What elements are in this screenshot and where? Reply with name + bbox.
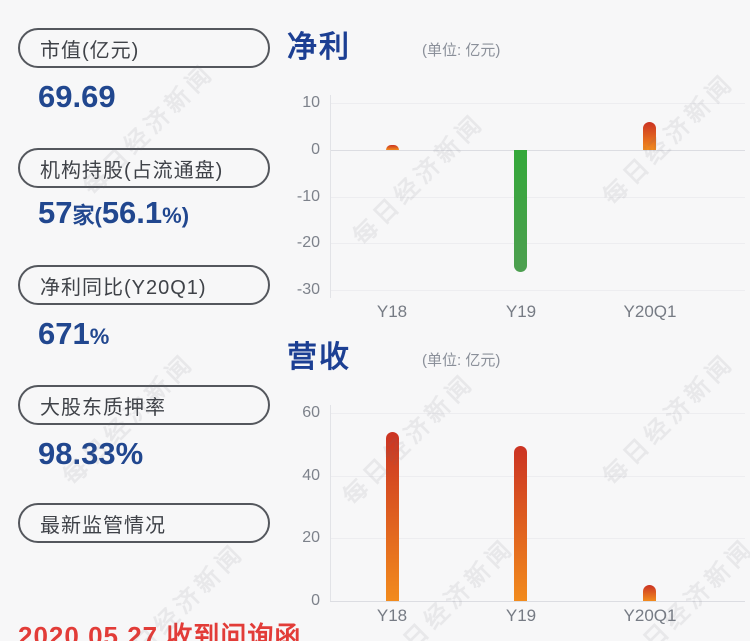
y-tick-label: 20 <box>302 529 320 546</box>
stat-value-institutional-holding: 57家(56.1%) <box>38 197 189 228</box>
stat-value-part: % <box>89 324 110 349</box>
stat-value-part: %) <box>162 203 190 228</box>
stat-pill-market-cap: 市值(亿元) <box>18 28 270 68</box>
stat-label: 市值(亿元) <box>40 39 140 62</box>
stat-label: 大股东质押率 <box>40 396 166 419</box>
stat-label: 净利同比(Y20Q1) <box>40 276 207 299</box>
stat-value-part: 98.33% <box>38 436 144 471</box>
stat-value-part: 69.69 <box>38 79 116 114</box>
x-category-label: Y20Q1 <box>623 302 677 321</box>
stat-pill-pledge-ratio: 大股东质押率 <box>18 385 270 425</box>
bar-y19 <box>514 150 527 272</box>
chart-unit-label: (单位: 亿元) <box>422 42 501 59</box>
x-category-label: Y18 <box>376 302 408 321</box>
x-category-label: Y19 <box>505 606 537 625</box>
x-category-label: Y18 <box>376 606 408 625</box>
gridline <box>330 290 745 291</box>
stat-value-pledge-ratio: 98.33% <box>38 438 143 469</box>
stat-value-part: 57 <box>38 195 73 230</box>
gridline <box>330 243 745 244</box>
gridline <box>330 413 745 414</box>
stat-label: 机构持股(占流通盘) <box>40 159 224 182</box>
y-tick-label: 0 <box>311 592 320 609</box>
y-tick-label: 10 <box>302 94 320 111</box>
bar-y19 <box>514 446 527 601</box>
bar-y20q1 <box>643 122 656 150</box>
stat-pill-institutional-holding: 机构持股(占流通盘) <box>18 148 270 188</box>
y-tick-label: -20 <box>296 234 320 251</box>
y-tick-label: 40 <box>302 467 320 484</box>
stat-label: 最新监管情况 <box>40 514 166 537</box>
stat-value-part: 家( <box>72 203 102 228</box>
regulatory-note: 2020.05.27 收到问询函 <box>18 621 302 641</box>
gridline <box>330 538 745 539</box>
bar-y18 <box>386 432 399 601</box>
x-category-label: Y20Q1 <box>623 606 677 625</box>
stat-value-part: 56.1 <box>101 195 163 230</box>
stat-value-market-cap: 69.69 <box>38 81 116 112</box>
y-tick-label: -30 <box>296 281 320 298</box>
x-category-label: Y19 <box>505 302 537 321</box>
y-tick-label: -10 <box>296 188 320 205</box>
stat-pill-net-profit-yoy: 净利同比(Y20Q1) <box>18 265 270 305</box>
stat-value-net-profit-yoy: 671% <box>38 318 109 349</box>
y-axis-line <box>330 95 331 298</box>
y-tick-label: 0 <box>311 141 320 158</box>
chart-title: 净利 <box>287 31 351 64</box>
bar-y20q1 <box>643 585 656 601</box>
bar-y18 <box>386 145 399 150</box>
zero-gridline <box>330 601 745 602</box>
stat-pill-latest-regulation: 最新监管情况 <box>18 503 270 543</box>
chart-unit-label: (单位: 亿元) <box>422 352 501 369</box>
y-axis-line <box>330 405 331 601</box>
gridline <box>330 103 745 104</box>
zero-gridline <box>330 150 745 151</box>
gridline <box>330 197 745 198</box>
stat-value-part: 671 <box>38 316 90 351</box>
gridline <box>330 476 745 477</box>
y-tick-label: 60 <box>302 404 320 421</box>
chart-title: 营收 <box>287 341 351 374</box>
